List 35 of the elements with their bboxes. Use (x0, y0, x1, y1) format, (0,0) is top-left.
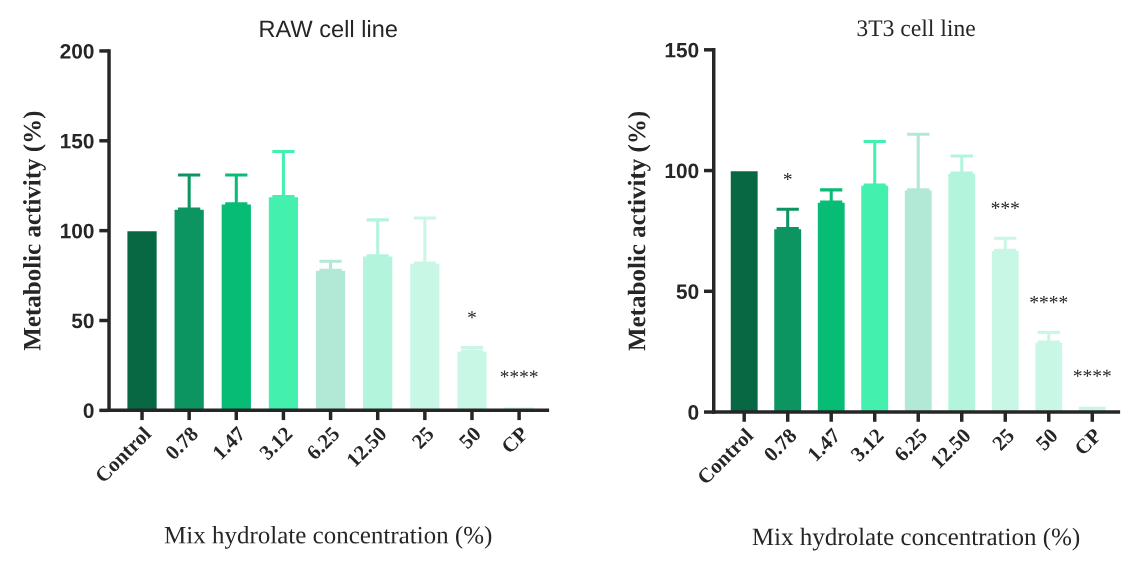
y-axis-title: Metabolic activity (%) (627, 111, 651, 351)
x-tick-label: 6.25 (893, 427, 929, 463)
x-tick-label: 50 (458, 425, 482, 450)
chart-title: 3T3 cell line (857, 19, 975, 37)
y-tick-label: 0 (83, 403, 94, 419)
annotation: *** (991, 201, 1019, 209)
x-tick-label: 3.12 (258, 426, 294, 461)
x-axis-title: Mix hydrolate concentration (%) (752, 527, 1080, 551)
annotation: **** (1073, 369, 1111, 377)
annotation: **** (1030, 296, 1068, 304)
x-tick-label: CP (500, 425, 530, 455)
x-tick-label: 1.47 (212, 425, 247, 460)
y-tick-label: 200 (60, 43, 94, 59)
x-tick-label: 0.78 (164, 425, 200, 461)
y-axis-title: Metabolic activity (%) (23, 111, 46, 351)
y-tick-label: 150 (61, 133, 94, 149)
annotation: * (468, 311, 476, 319)
y-tick-label: 100 (61, 223, 94, 239)
y-tick-label: 50 (71, 313, 94, 329)
x-tick-label: 3.12 (849, 427, 885, 463)
x-axis-title: Mix hydrolate concentration (%) (164, 526, 492, 549)
y-tick-label: 0 (688, 405, 699, 420)
x-tick-label: CP (1073, 427, 1103, 456)
annotation: **** (500, 370, 538, 378)
chart-title: RAW cell line (260, 19, 397, 38)
x-tick-label: 25 (991, 427, 1016, 452)
x-tick-label: 0.78 (762, 427, 798, 463)
y-tick-label: 100 (665, 163, 699, 179)
x-tick-label: 50 (1035, 427, 1059, 452)
y-tick-label: 150 (665, 42, 699, 58)
y-tick-label: 50 (676, 284, 699, 300)
x-tick-label: 6.25 (305, 425, 341, 461)
annotation: * (783, 172, 792, 181)
x-tick-label: 1.47 (807, 427, 842, 462)
x-tick-label: 25 (411, 425, 435, 450)
